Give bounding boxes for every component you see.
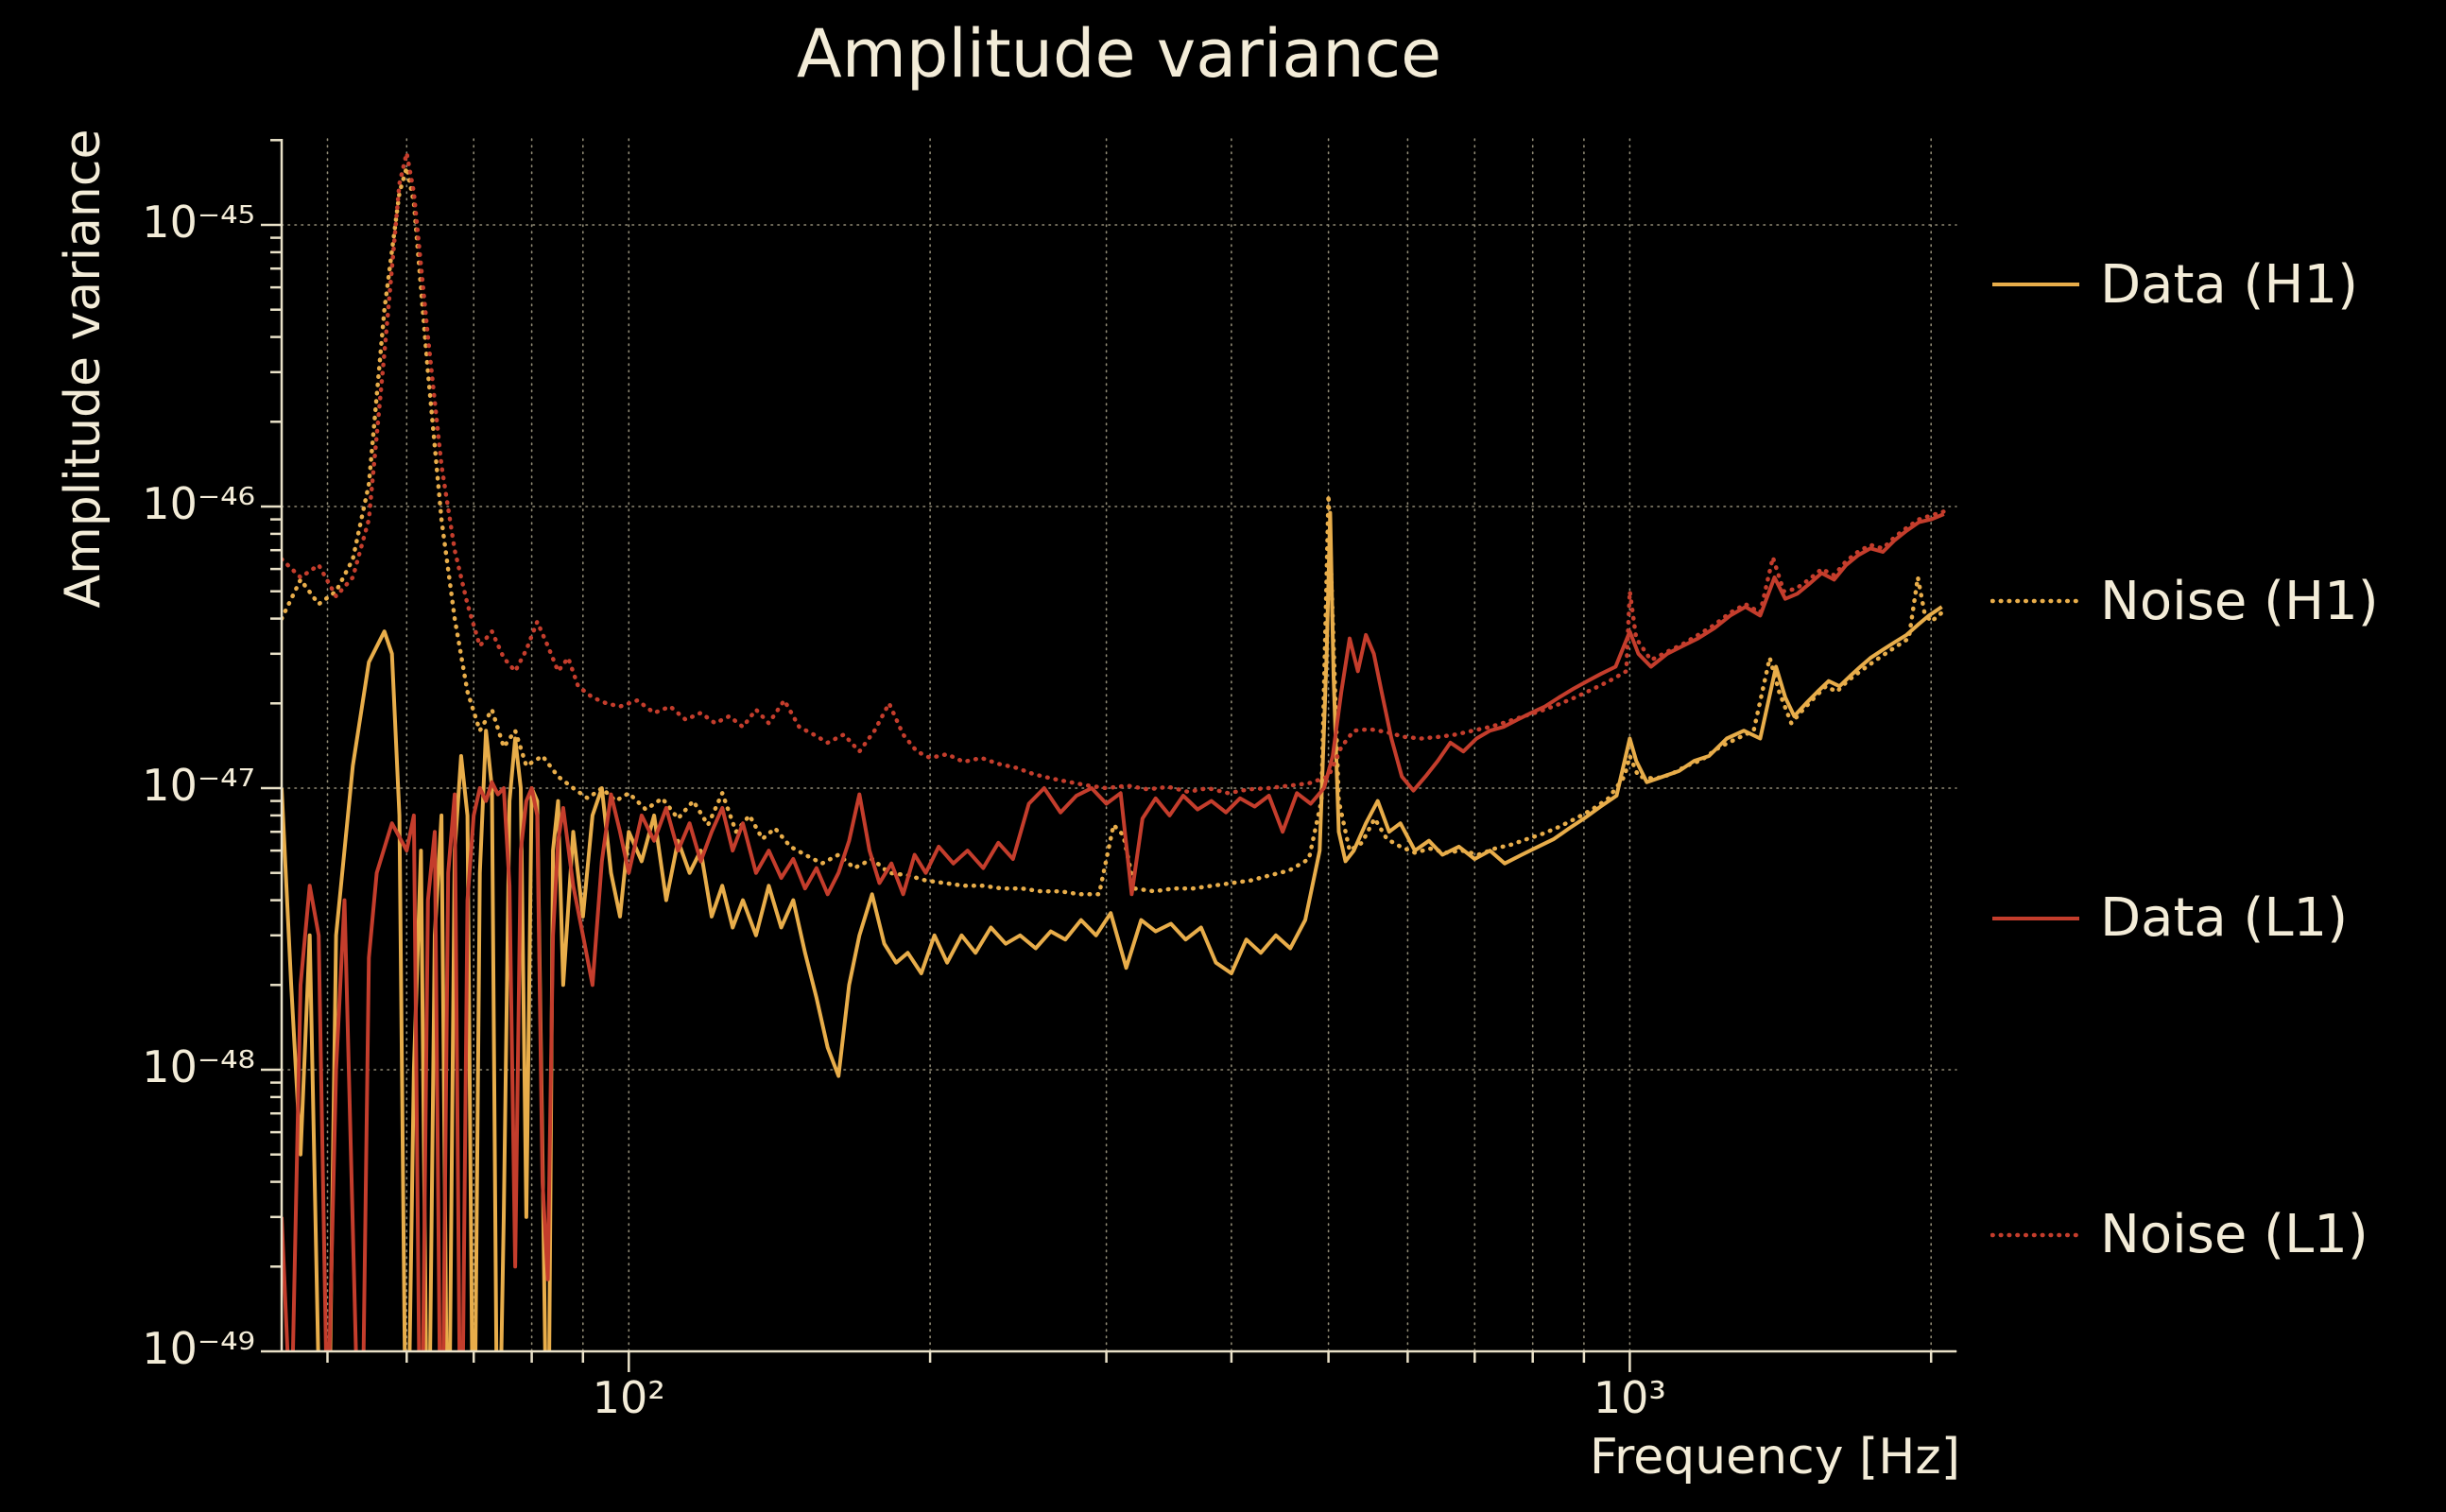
y-tick-label: 10⁻⁴⁸	[142, 1040, 255, 1092]
legend-line-sample	[1992, 283, 2079, 286]
series-line-data-l1	[282, 512, 1945, 1351]
y-tick-label: 10⁻⁴⁵	[142, 196, 255, 248]
legend-label: Data (L1)	[2100, 887, 2349, 950]
legend-label: Noise (H1)	[2100, 570, 2379, 632]
axes-spines	[261, 139, 1956, 1372]
series-line-noise-h1	[282, 164, 1944, 897]
legend-item-data-h1: Data (H1)	[1990, 253, 2379, 316]
series-line-noise-l1	[282, 150, 1947, 796]
x-tick-label: 10²	[592, 1372, 665, 1423]
legend-item-data-l1: Data (L1)	[1990, 887, 2379, 950]
y-tick-label: 10⁻⁴⁹	[142, 1323, 255, 1374]
chart-title: Amplitude variance	[796, 15, 1442, 93]
legend: Data (H1) Noise (H1) Data (L1) Noise (L1)	[1990, 253, 2379, 1266]
legend-line-sample	[1990, 599, 2081, 604]
legend-line-sample	[1992, 916, 2079, 920]
legend-line-sample	[1990, 1232, 2081, 1238]
legend-label: Noise (L1)	[2100, 1204, 2368, 1266]
x-tick-label: 10³	[1593, 1372, 1666, 1423]
y-tick-label: 10⁻⁴⁶	[142, 477, 255, 529]
series-line-data-h1	[282, 510, 1943, 1351]
gridlines	[281, 138, 1957, 1352]
legend-item-noise-l1: Noise (L1)	[1990, 1204, 2379, 1266]
legend-label: Data (H1)	[2100, 253, 2358, 316]
series-group	[282, 150, 1947, 1351]
x-axis-label: Frequency [Hz]	[1589, 1429, 1960, 1486]
y-tick-label: 10⁻⁴⁷	[142, 759, 255, 811]
legend-item-noise-h1: Noise (H1)	[1990, 570, 2379, 632]
